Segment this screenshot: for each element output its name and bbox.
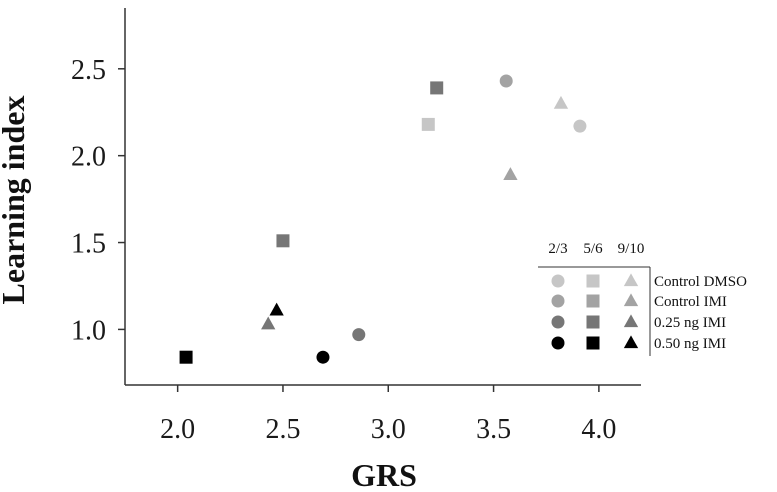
data-point <box>179 350 193 364</box>
legend-marker <box>551 294 565 308</box>
x-tick-label: 3.5 <box>476 414 511 445</box>
data-point <box>261 316 276 330</box>
data-point <box>269 302 284 316</box>
legend-marker <box>551 336 565 350</box>
data-point <box>553 95 569 109</box>
legend-marker <box>623 293 639 307</box>
data-point <box>503 167 518 180</box>
data-point <box>316 350 330 364</box>
y-tick-label: 2.5 <box>71 55 106 86</box>
legend-marker <box>551 274 565 288</box>
x-tick-label: 2.0 <box>160 414 195 445</box>
legend-label: Control DMSO <box>654 274 747 290</box>
data-point <box>430 81 444 95</box>
legend-label: 0.50 ng IMI <box>654 336 726 352</box>
legend-label: Control IMI <box>654 294 727 310</box>
legend-marker <box>586 274 600 288</box>
legend-column-header: 2/3 <box>548 241 567 257</box>
legend-marker <box>551 315 565 329</box>
data-point <box>573 119 587 133</box>
legend: 2/3 5/6 9/10 Control DMSO Control IMI 0.25 ng… <box>538 241 747 356</box>
y-tick-label: 1.5 <box>71 229 106 260</box>
y-tick-label: 2.0 <box>71 142 106 173</box>
legend-marker <box>623 314 639 328</box>
x-axis-title: GRS <box>351 457 417 492</box>
y-tick-label: 1.0 <box>71 315 106 346</box>
x-tick-label: 3.0 <box>371 414 406 445</box>
legend-marker <box>586 315 600 329</box>
legend-column-header: 9/10 <box>618 241 645 257</box>
tick-labels: 2.0 2.5 3.0 3.5 4.0 1.0 1.5 2.0 2.5 <box>71 55 616 445</box>
data-point <box>276 234 290 248</box>
legend-label: 0.25 ng IMI <box>654 315 726 331</box>
legend-column-header: 5/6 <box>583 241 603 257</box>
y-axis-title: Learning index <box>0 96 31 305</box>
data-points <box>179 74 587 364</box>
tick-marks <box>118 68 600 392</box>
legend-marker <box>623 273 639 287</box>
legend-marker <box>586 294 600 308</box>
legend-marker <box>623 335 639 349</box>
data-point <box>352 328 366 342</box>
x-tick-label: 2.5 <box>265 414 300 445</box>
data-point <box>499 74 513 88</box>
x-tick-label: 4.0 <box>581 414 616 445</box>
axes <box>124 8 641 386</box>
legend-marker <box>586 336 600 350</box>
data-point <box>421 117 435 131</box>
